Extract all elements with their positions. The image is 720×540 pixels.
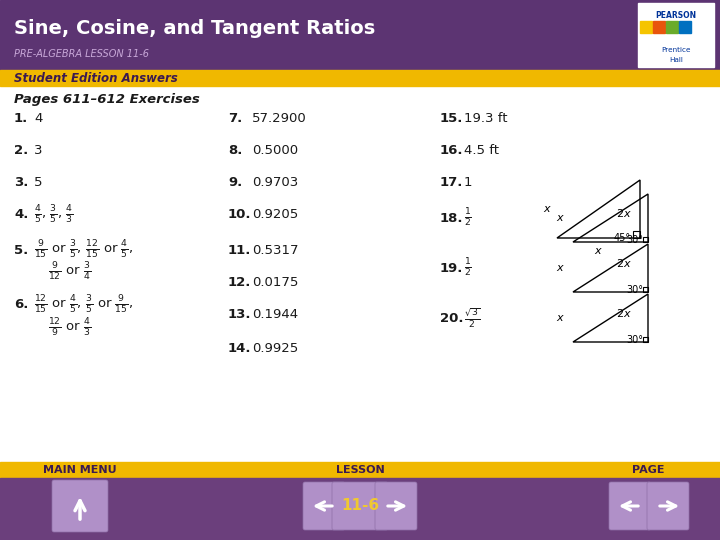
Text: PAGE: PAGE	[631, 465, 665, 475]
Text: 12.: 12.	[228, 275, 251, 288]
Text: 30°: 30°	[626, 285, 643, 295]
Text: 45°: 45°	[614, 233, 631, 243]
Text: 19.: 19.	[440, 261, 464, 274]
Bar	[0, 70, 720, 86]
Text: $\frac{4}{5}$, $\frac{3}{5}$, $\frac{4}{3}$: $\frac{4}{5}$, $\frac{3}{5}$, $\frac{4}{…	[34, 204, 74, 226]
Text: 14.: 14.	[228, 341, 251, 354]
Text: 4.: 4.	[14, 208, 28, 221]
Bar	[0, 478, 720, 540]
Text: 3: 3	[34, 144, 42, 157]
Text: 8.: 8.	[228, 144, 243, 157]
Text: $\frac{12}{15}$ or $\frac{4}{5}$, $\frac{3}{5}$ or $\frac{9}{15}$,: $\frac{12}{15}$ or $\frac{4}{5}$, $\frac…	[34, 294, 133, 316]
Text: 13.: 13.	[228, 308, 251, 321]
Bar	[640, 21, 652, 33]
Text: x: x	[557, 313, 563, 323]
Text: 57.2900: 57.2900	[252, 111, 307, 125]
Text: 9.: 9.	[228, 176, 242, 188]
Text: 30°: 30°	[626, 335, 643, 345]
Text: $2x$: $2x$	[616, 257, 631, 269]
Text: 4: 4	[34, 111, 42, 125]
Text: x: x	[544, 204, 550, 214]
Text: 0.9703: 0.9703	[252, 176, 298, 188]
Text: 17.: 17.	[440, 176, 464, 188]
Bar	[638, 3, 714, 67]
Text: Sine, Cosine, and Tangent Ratios: Sine, Cosine, and Tangent Ratios	[14, 18, 375, 37]
Text: 5: 5	[34, 176, 42, 188]
Text: 15.: 15.	[440, 111, 464, 125]
Text: 20.: 20.	[440, 312, 464, 325]
Bar	[653, 21, 665, 33]
Text: 0.9925: 0.9925	[252, 341, 298, 354]
Text: 0.1944: 0.1944	[252, 308, 298, 321]
Text: x: x	[595, 246, 601, 256]
Text: $2x$: $2x$	[616, 307, 631, 319]
Bar	[0, 462, 720, 478]
FancyBboxPatch shape	[375, 482, 417, 530]
Text: Prentice: Prentice	[661, 47, 690, 53]
Text: 11-6: 11-6	[341, 498, 379, 514]
Text: 10.: 10.	[228, 208, 251, 221]
Text: $\frac{9}{15}$ or $\frac{3}{5}$, $\frac{12}{15}$ or $\frac{4}{5}$,: $\frac{9}{15}$ or $\frac{3}{5}$, $\frac{…	[34, 239, 133, 261]
Text: MAIN MENU: MAIN MENU	[43, 465, 117, 475]
Text: x: x	[557, 213, 563, 223]
Text: $2x$: $2x$	[616, 207, 631, 219]
Text: $\frac{\sqrt{3}}{2}$: $\frac{\sqrt{3}}{2}$	[464, 306, 480, 330]
Text: PEARSON: PEARSON	[655, 11, 696, 21]
Text: 11.: 11.	[228, 244, 251, 256]
Text: 30°: 30°	[626, 235, 643, 245]
FancyBboxPatch shape	[303, 482, 345, 530]
Text: Student Edition Answers: Student Edition Answers	[14, 71, 178, 84]
Text: x: x	[557, 263, 563, 273]
Text: Pages 611–612 Exercises: Pages 611–612 Exercises	[14, 93, 199, 106]
Text: 4.5 ft: 4.5 ft	[464, 144, 499, 157]
Text: 19.3 ft: 19.3 ft	[464, 111, 508, 125]
Text: Hall: Hall	[669, 57, 683, 63]
Text: 2.: 2.	[14, 144, 28, 157]
Text: 0.9205: 0.9205	[252, 208, 298, 221]
Text: 1: 1	[464, 176, 472, 188]
Bar	[666, 21, 678, 33]
Text: 6.: 6.	[14, 299, 28, 312]
Text: 7.: 7.	[228, 111, 242, 125]
Text: 0.0175: 0.0175	[252, 275, 298, 288]
FancyBboxPatch shape	[647, 482, 689, 530]
Text: PRE-ALGEBRA LESSON 11-6: PRE-ALGEBRA LESSON 11-6	[14, 49, 149, 59]
Text: 0.5000: 0.5000	[252, 144, 298, 157]
Text: $\frac{1}{2}$: $\frac{1}{2}$	[464, 207, 472, 229]
FancyBboxPatch shape	[332, 482, 388, 530]
FancyBboxPatch shape	[52, 480, 108, 532]
Text: 5.: 5.	[14, 244, 28, 256]
Text: $\frac{1}{2}$: $\frac{1}{2}$	[464, 257, 472, 279]
Text: 16.: 16.	[440, 144, 464, 157]
Text: 0.5317: 0.5317	[252, 244, 299, 256]
Text: $\frac{9}{12}$ or $\frac{3}{4}$: $\frac{9}{12}$ or $\frac{3}{4}$	[48, 261, 91, 283]
Bar	[679, 21, 691, 33]
Text: 3.: 3.	[14, 176, 28, 188]
Text: LESSON: LESSON	[336, 465, 384, 475]
Bar	[0, 0, 720, 70]
Text: 18.: 18.	[440, 212, 464, 225]
Text: 1.: 1.	[14, 111, 28, 125]
FancyBboxPatch shape	[609, 482, 651, 530]
Text: $\frac{12}{9}$ or $\frac{4}{3}$: $\frac{12}{9}$ or $\frac{4}{3}$	[48, 317, 91, 339]
